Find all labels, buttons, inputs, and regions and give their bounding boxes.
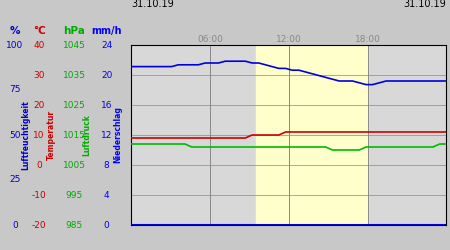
Text: 8: 8	[104, 160, 109, 170]
Text: 1035: 1035	[63, 70, 86, 80]
Text: 1025: 1025	[63, 100, 86, 110]
Text: -20: -20	[32, 220, 46, 230]
Text: 31.10.19: 31.10.19	[404, 0, 446, 9]
Text: 75: 75	[9, 86, 21, 94]
Text: Niederschlag: Niederschlag	[113, 106, 122, 164]
Text: 12: 12	[101, 130, 112, 140]
Text: 1005: 1005	[63, 160, 86, 170]
Text: hPa: hPa	[63, 26, 85, 36]
Text: mm/h: mm/h	[91, 26, 122, 36]
Text: 30: 30	[33, 70, 45, 80]
Text: 20: 20	[101, 70, 112, 80]
Text: Temperatur: Temperatur	[47, 110, 56, 160]
Text: Luftdruck: Luftdruck	[82, 114, 91, 156]
Bar	[256, 45, 368, 225]
Text: 50: 50	[9, 130, 21, 140]
Text: °C: °C	[33, 26, 45, 36]
Text: 995: 995	[66, 190, 83, 200]
Text: 1015: 1015	[63, 130, 86, 140]
Text: Luftfeuchtigkeit: Luftfeuchtigkeit	[22, 100, 31, 170]
Text: 0: 0	[36, 160, 42, 170]
Text: 0: 0	[12, 220, 18, 230]
Text: 16: 16	[101, 100, 112, 110]
Text: 25: 25	[9, 176, 21, 184]
Text: 24: 24	[101, 40, 112, 50]
Text: 4: 4	[104, 190, 109, 200]
Text: 985: 985	[66, 220, 83, 230]
Text: -10: -10	[32, 190, 46, 200]
Text: 0: 0	[104, 220, 109, 230]
Text: %: %	[9, 26, 20, 36]
Text: 1045: 1045	[63, 40, 86, 50]
Text: 100: 100	[6, 40, 23, 50]
Text: 20: 20	[33, 100, 45, 110]
Text: 31.10.19: 31.10.19	[131, 0, 174, 9]
Text: 10: 10	[33, 130, 45, 140]
Text: 40: 40	[33, 40, 45, 50]
